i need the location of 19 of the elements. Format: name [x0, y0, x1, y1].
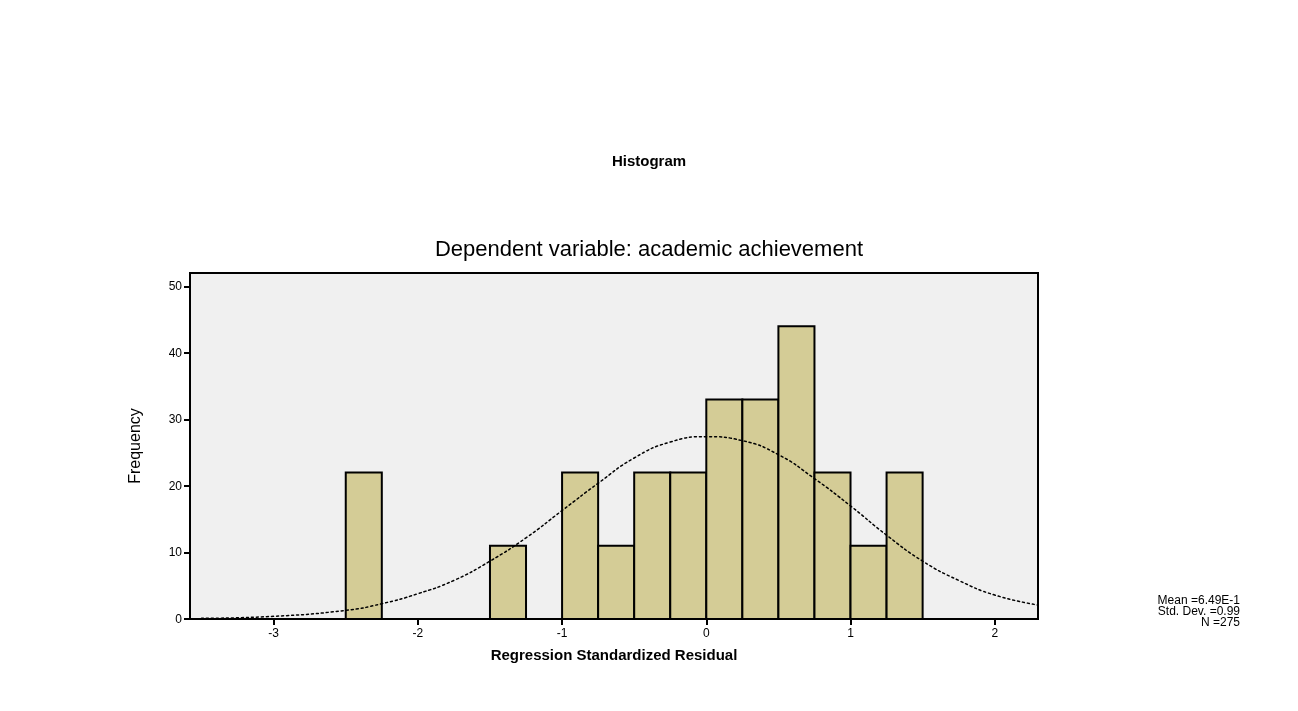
chart-title: Histogram: [611, 152, 687, 169]
y-tick-label: 30: [168, 412, 183, 427]
x-tick-label: -3: [268, 626, 280, 640]
text: N =275: [1200, 615, 1241, 629]
text: Std. Dev. =0.99: [1157, 604, 1241, 618]
x-tick-label: 0: [702, 626, 710, 640]
x-tick-label: 1: [847, 626, 855, 640]
y-tick-label: 10: [168, 545, 183, 560]
y-axis-title: Frequency: [125, 408, 143, 484]
text: Mean =6.49E-1: [1157, 593, 1241, 607]
y-tick-label: 0: [175, 612, 183, 626]
x-tick-label: -2: [412, 626, 424, 640]
x-axis-title: Regression Standardized Residual: [490, 646, 738, 663]
x-tick-label: 2: [991, 626, 999, 640]
y-tick-label: 50: [168, 279, 183, 294]
chart-subtitle: Dependent variable: academic achievement: [434, 235, 864, 261]
y-tick-label: 40: [168, 345, 183, 360]
x-tick-label: -1: [556, 626, 568, 640]
y-tick-label: 20: [168, 478, 183, 493]
